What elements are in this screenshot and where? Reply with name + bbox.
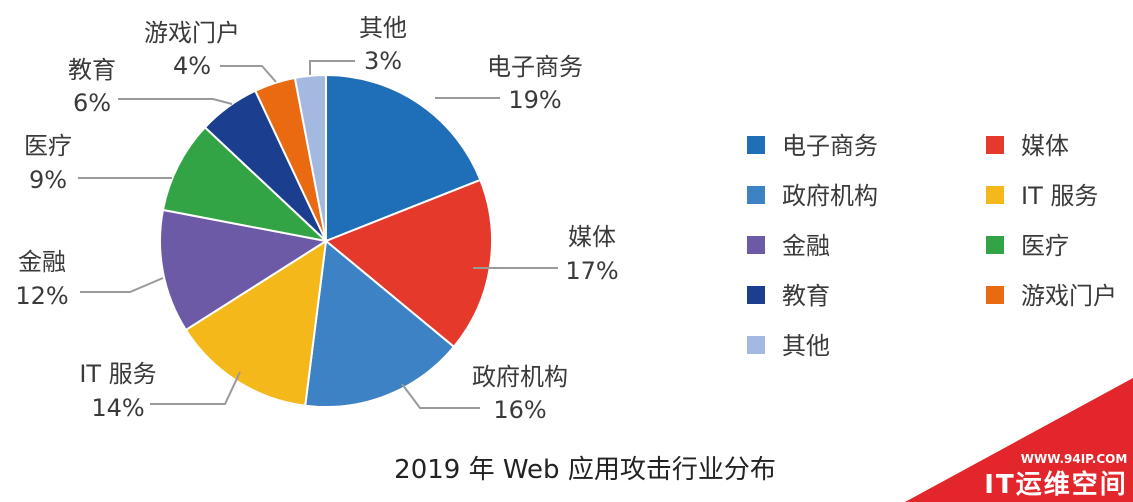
pie-slice	[159, 208, 329, 332]
legend-swatch	[986, 186, 1004, 204]
legend-swatch	[747, 136, 765, 154]
legend-label: 金融	[782, 232, 830, 260]
slice-name-label: 教育	[68, 56, 116, 84]
pie-slice	[324, 178, 493, 349]
leader-line	[309, 60, 355, 75]
watermark-url: WWW.94IP.COM	[1021, 452, 1128, 466]
legend-item: 金融	[747, 232, 830, 260]
pie-slice	[161, 125, 330, 243]
slice-value-label: 17%	[565, 257, 618, 285]
legend-label: 电子商务	[782, 132, 878, 160]
legend-label: 政府机构	[782, 182, 878, 210]
slice-name-label: 金融	[18, 248, 66, 276]
legend-item: 政府机构	[747, 182, 878, 210]
pie-slice	[184, 239, 328, 407]
pie-slices	[159, 73, 493, 408]
slice-name-label: 媒体	[568, 223, 616, 251]
pie-slice	[304, 239, 456, 408]
chart-title: 2019 年 Web 应用攻击行业分布	[394, 455, 776, 485]
slice-labels: 电子商务 19% 媒体 17% 政府机构 16% IT 服务 14% 金融 12% 医疗 9% 教育 6%…	[15, 14, 618, 424]
slice-name-label: 其他	[359, 14, 407, 42]
slice-name-label: 政府机构	[472, 363, 568, 391]
legend-item: 教育	[747, 282, 830, 310]
slice-name-label: IT 服务	[79, 360, 156, 388]
legend-swatch	[747, 336, 765, 354]
legend-label: 游戏门户	[1021, 282, 1117, 310]
slice-value-label: 9%	[29, 166, 67, 194]
legend-label: 媒体	[1021, 132, 1069, 160]
leader-lines	[78, 60, 558, 409]
legend-item: 其他	[747, 332, 830, 360]
legend-swatch	[986, 236, 1004, 254]
slice-value-label: 16%	[493, 396, 546, 424]
slice-value-label: 4%	[173, 52, 211, 80]
legend-swatch	[747, 236, 765, 254]
legend-item: IT 服务	[986, 182, 1098, 210]
slice-name-label: 医疗	[24, 132, 72, 160]
leader-line	[150, 371, 241, 405]
leader-line	[220, 65, 277, 83]
legend-item: 医疗	[986, 232, 1069, 260]
legend-swatch	[986, 286, 1004, 304]
legend-swatch	[747, 286, 765, 304]
watermark-triangle	[905, 378, 1133, 502]
pie-slice	[293, 73, 327, 242]
slice-value-label: 3%	[364, 47, 402, 75]
slice-value-label: 6%	[73, 89, 111, 117]
legend-item: 游戏门户	[986, 282, 1117, 310]
slice-name-label: 游戏门户	[144, 19, 240, 47]
legend-label: 医疗	[1021, 232, 1069, 260]
legend-item: 电子商务	[747, 132, 878, 160]
pie-slice	[325, 73, 482, 243]
leader-line	[401, 383, 480, 409]
legend-label: IT 服务	[1021, 182, 1098, 210]
legend-item: 媒体	[986, 132, 1069, 160]
watermark: WWW.94IP.COM IT运维空间	[905, 378, 1133, 502]
slice-value-label: 12%	[15, 282, 68, 310]
legend-swatch	[747, 186, 765, 204]
legend-label: 其他	[782, 332, 830, 360]
legend-swatch	[986, 136, 1004, 154]
slice-value-label: 14%	[91, 394, 144, 422]
legend-label: 教育	[782, 282, 830, 310]
slice-value-label: 19%	[508, 86, 561, 114]
leader-line	[118, 98, 233, 105]
watermark-name: IT运维空间	[984, 469, 1127, 500]
leader-line	[80, 277, 164, 293]
slice-name-label: 电子商务	[487, 53, 583, 81]
